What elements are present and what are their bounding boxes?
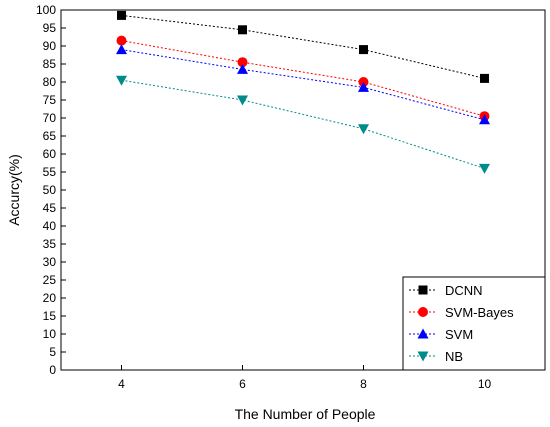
y-tick-label: 55	[43, 165, 57, 179]
series-line	[121, 14, 485, 79]
data-point	[358, 81, 369, 92]
y-tick-label: 15	[43, 309, 57, 323]
data-point	[237, 63, 248, 74]
legend-item: SVM	[409, 327, 473, 342]
y-tick-label: 20	[43, 291, 57, 305]
y-tick-label: 80	[43, 75, 57, 89]
series-line	[121, 49, 485, 121]
y-tick-label: 25	[43, 273, 57, 287]
data-point	[116, 75, 127, 86]
legend-marker	[418, 307, 428, 317]
y-tick-label: 35	[43, 237, 57, 251]
y-tick-label: 10	[43, 327, 57, 341]
y-tick-label: 100	[36, 3, 56, 17]
y-tick-label: 5	[49, 345, 56, 359]
series-dcnn	[117, 10, 489, 83]
legend-marker	[417, 328, 429, 339]
x-axis-title: The Number of People	[235, 406, 376, 422]
series-line	[121, 40, 485, 117]
legend-item: DCNN	[409, 283, 483, 298]
y-tick-label: 30	[43, 255, 57, 269]
y-tick-label: 95	[43, 21, 57, 35]
legend-label: SVM	[445, 327, 473, 342]
y-tick-label: 75	[43, 93, 57, 107]
y-tick-label: 50	[43, 183, 57, 197]
series-layer	[116, 10, 490, 174]
series-line	[121, 79, 485, 169]
legend-label: SVM-Bayes	[445, 305, 514, 320]
data-point	[479, 114, 490, 125]
data-point	[358, 124, 369, 135]
data-point	[480, 73, 489, 83]
data-point	[237, 57, 248, 68]
series-nb	[116, 75, 490, 174]
legend-label: NB	[445, 349, 463, 364]
legend: DCNN SVM-Bayes SVM NB	[402, 276, 546, 371]
y-tick-label: 60	[43, 147, 57, 161]
data-point	[359, 45, 368, 55]
legend-marker	[417, 351, 429, 362]
x-tick-label: 8	[360, 377, 367, 391]
legend-item: SVM-Bayes	[409, 305, 514, 320]
series-svm-bayes	[116, 35, 490, 122]
y-tick-label: 0	[49, 363, 56, 377]
x-tick-label: 6	[239, 377, 246, 391]
series-svm	[116, 44, 490, 125]
data-point	[116, 35, 127, 46]
y-tick-label: 65	[43, 129, 57, 143]
legend-marker	[418, 285, 428, 295]
data-point	[116, 44, 127, 55]
data-point	[117, 10, 126, 20]
data-point	[479, 163, 490, 174]
y-tick-label: 45	[43, 201, 57, 215]
y-tick-label: 90	[43, 39, 57, 53]
y-tick-label: 85	[43, 57, 57, 71]
legend-item: NB	[409, 349, 463, 364]
x-tick-label: 10	[478, 377, 492, 391]
x-tick-label: 4	[118, 377, 125, 391]
axes: 0 5 10 15 20 25 30 35 40 45 50 55 60 65 70 75 80 85 90 95 10…	[36, 3, 546, 391]
legend-label: DCNN	[445, 283, 483, 298]
data-point	[237, 95, 248, 106]
data-point	[238, 25, 247, 35]
y-tick-label: 40	[43, 219, 57, 233]
y-tick-label: 70	[43, 111, 57, 125]
y-axis-title: Accurcy(%)	[6, 154, 22, 226]
